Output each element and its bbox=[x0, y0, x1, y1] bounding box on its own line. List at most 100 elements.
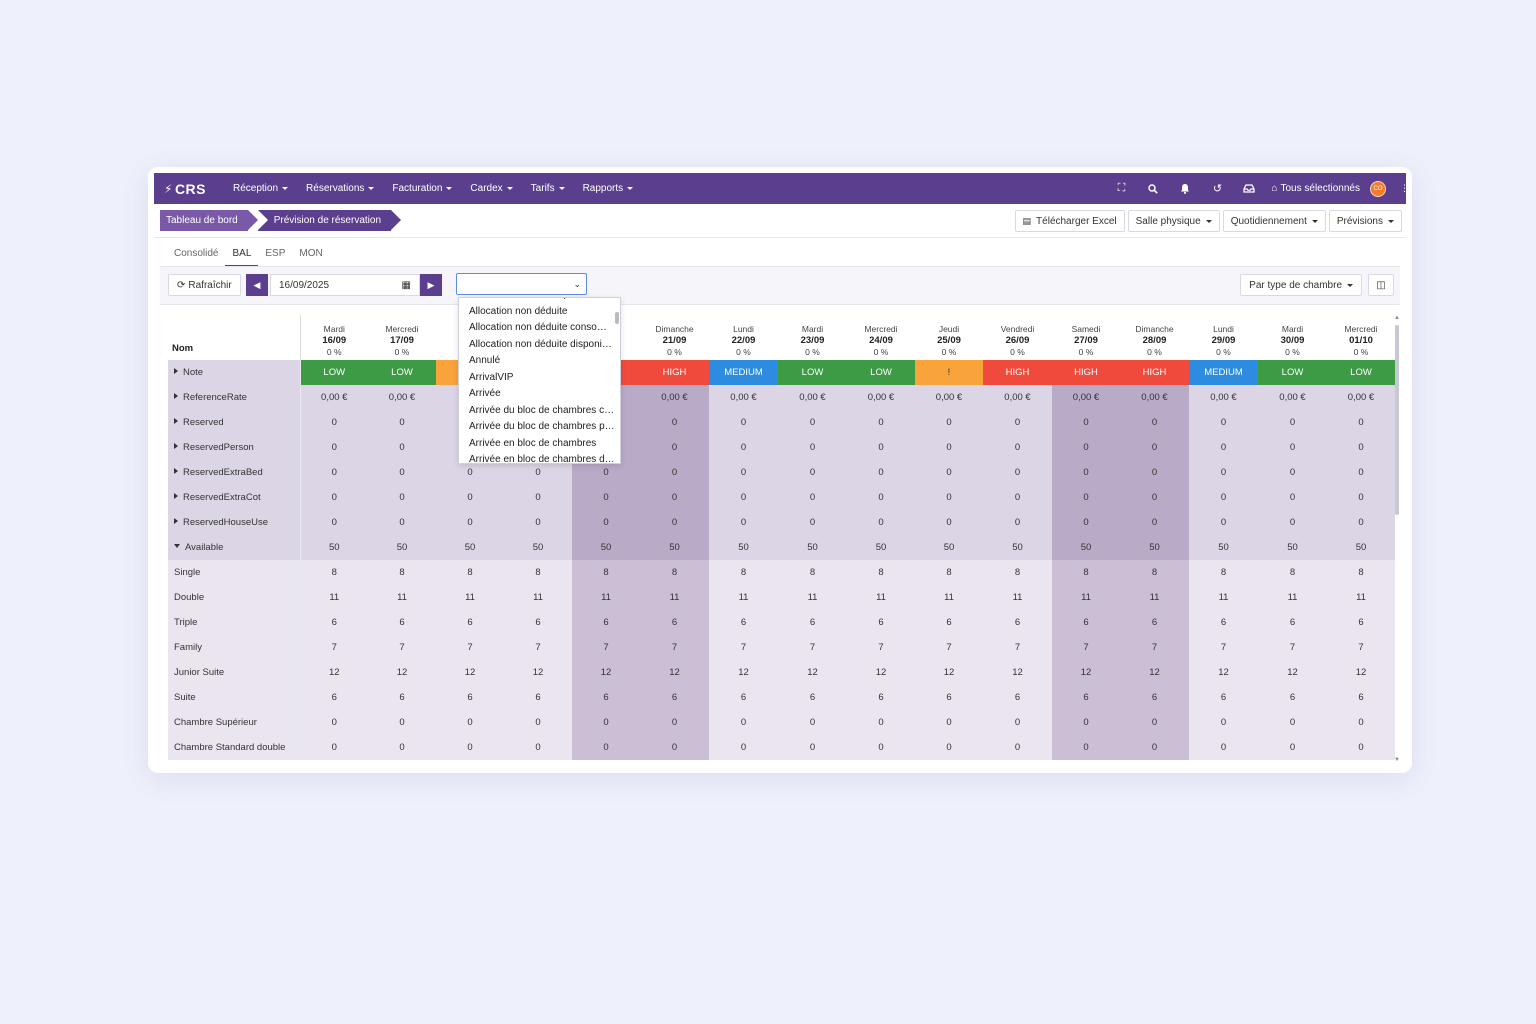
table-cell: 0 bbox=[572, 485, 640, 510]
logo[interactable]: ⚡ CRS bbox=[154, 181, 224, 197]
collapse-triangle-icon[interactable] bbox=[174, 544, 180, 549]
row-label[interactable]: Available bbox=[168, 535, 301, 560]
table-row[interactable]: ReservedHouseUse 0 0 0 0 0 0 0 0 0 0 0 0 0 0 0 0 bbox=[168, 510, 1395, 535]
download-excel-button[interactable]: ▤ Télécharger Excel bbox=[1014, 210, 1125, 232]
tab-esp[interactable]: ESP bbox=[265, 248, 286, 259]
search-icon[interactable] bbox=[1137, 173, 1169, 204]
previous-date-button[interactable]: ◀ bbox=[246, 274, 268, 296]
fullscreen-icon[interactable]: ⛶ bbox=[1117, 182, 1126, 194]
dropdown-option[interactable]: Arrivée en bloc de chambres bbox=[469, 437, 597, 449]
table-cell: 6 bbox=[915, 685, 983, 710]
table-row[interactable]: ReservedExtraCot 0 0 0 0 0 0 0 0 0 0 0 0 0 0 0 0 bbox=[168, 485, 1395, 510]
date-input[interactable]: 16/09/2025 ▦ bbox=[270, 274, 420, 296]
menu-reservations[interactable]: Réservations bbox=[297, 173, 383, 204]
dropdown-option[interactable]: Annulé bbox=[469, 355, 501, 366]
row-label[interactable]: Note bbox=[168, 360, 301, 385]
dropdown-option[interactable]: ArrivalVIP bbox=[469, 371, 514, 383]
table-cell: 0 bbox=[300, 485, 368, 510]
menu-facturation[interactable]: Facturation bbox=[383, 173, 461, 204]
table-row[interactable]: Reserved 0 0 0 0 0 0 0 0 0 0 0 0 0 bbox=[168, 410, 1395, 435]
expand-triangle-icon[interactable] bbox=[174, 443, 178, 450]
occupancy-level-badge: HIGH bbox=[640, 360, 709, 385]
columns-toggle-button[interactable]: ◫ bbox=[1368, 274, 1394, 296]
tabs-divider bbox=[160, 266, 1400, 267]
apps-grid-icon[interactable]: ⋮ bbox=[1400, 183, 1406, 193]
table-cell: 6 bbox=[1052, 685, 1120, 710]
day-name: Mercredi bbox=[385, 324, 419, 334]
dropdown-scrollbar-thumb[interactable] bbox=[615, 312, 619, 324]
table-cell: 7 bbox=[572, 635, 640, 660]
next-date-button[interactable]: ▶ bbox=[420, 274, 442, 296]
table-cell: 0 bbox=[1052, 410, 1120, 435]
expand-triangle-icon[interactable] bbox=[174, 468, 178, 475]
table-cell: 0 bbox=[300, 510, 368, 535]
scroll-down-icon[interactable]: ▼ bbox=[1394, 757, 1400, 763]
day-name: Samedi bbox=[1071, 324, 1101, 334]
table-row[interactable]: Available 50 50 50 50 50 50 50 50 50 50 50 50 50 50 50 5… bbox=[168, 535, 1395, 560]
day-date: 01/10 bbox=[1349, 335, 1373, 346]
expand-triangle-icon[interactable] bbox=[174, 368, 178, 375]
day-occupancy: 0 % bbox=[667, 347, 682, 357]
tab-consolide[interactable]: Consolidé bbox=[174, 248, 219, 259]
day-column-header: Mercredi 24/09 0 % bbox=[847, 315, 915, 360]
status-select[interactable]: ⌄ bbox=[456, 273, 587, 295]
row-label[interactable]: ReferenceRate bbox=[168, 385, 301, 410]
dropdown-option[interactable]: Arrivée bbox=[469, 388, 501, 399]
day-column-header: Mardi 16/09 0 % bbox=[300, 315, 368, 360]
row-label[interactable]: ReservedHouseUse bbox=[168, 510, 301, 535]
menu-rapports[interactable]: Rapports bbox=[574, 173, 643, 204]
table-cell: 7 bbox=[368, 635, 436, 660]
table-cell: 6 bbox=[368, 610, 436, 635]
table-cell: 7 bbox=[1189, 635, 1258, 660]
caret-down-icon bbox=[627, 187, 634, 190]
inbox-icon[interactable] bbox=[1233, 173, 1265, 204]
table-row[interactable]: ReferenceRate 0,00 €0,00 €0,00 €0,00 €0,0… bbox=[168, 385, 1395, 410]
row-label[interactable]: ReservedPerson bbox=[168, 435, 301, 460]
dropdown-option[interactable]: Allocation non déduite conso… bbox=[469, 322, 607, 333]
table-cell: 0 bbox=[436, 485, 504, 510]
calendar-icon[interactable]: ▦ bbox=[401, 279, 411, 291]
row-label[interactable]: ReservedExtraBed bbox=[168, 460, 301, 485]
row-label[interactable]: ReservedExtraCot bbox=[168, 485, 301, 510]
table-cell: 11 bbox=[983, 585, 1052, 610]
dropdown-option[interactable]: Allocation non déduite bbox=[469, 305, 568, 317]
expand-triangle-icon[interactable] bbox=[174, 518, 178, 525]
room-select-button[interactable]: Salle physique bbox=[1127, 210, 1220, 232]
refresh-button[interactable]: ⟳ Rafraîchir bbox=[168, 274, 241, 296]
table-cell: 0 bbox=[983, 735, 1052, 760]
table-row[interactable]: ReservedExtraBed 0 0 0 0 0 0 0 0 0 0 0 0 0 0 0 0 bbox=[168, 460, 1395, 485]
menu-reception[interactable]: Réception bbox=[224, 173, 297, 204]
dropdown-option[interactable]: Allocation non déduite disponi… bbox=[469, 338, 612, 350]
period-select-button[interactable]: Quotidiennement bbox=[1222, 210, 1326, 232]
table-cell: 0 bbox=[300, 735, 368, 760]
group-by-button[interactable]: Par type de chambre bbox=[1240, 274, 1362, 296]
mode-select-button[interactable]: Prévisions bbox=[1328, 210, 1402, 232]
table-scrollbar[interactable]: ▲ ▼ bbox=[1394, 315, 1400, 763]
breadcrumb-dashboard[interactable]: Tableau de bord bbox=[160, 210, 258, 231]
tab-mon[interactable]: MON bbox=[299, 248, 323, 259]
property-select[interactable]: ⌂ Tous sélectionnés bbox=[1265, 183, 1370, 194]
table-cell: 0 bbox=[300, 710, 368, 735]
menu-cardex[interactable]: Cardex bbox=[461, 173, 521, 204]
table-cell: 0 bbox=[368, 735, 436, 760]
bell-icon[interactable] bbox=[1169, 173, 1201, 204]
dropdown-option[interactable]: Arrivée du bloc de chambres c… bbox=[469, 404, 615, 416]
menu-tarifs[interactable]: Tarifs bbox=[522, 173, 574, 204]
scroll-up-icon[interactable]: ▲ bbox=[1394, 315, 1400, 321]
dropdown-option[interactable]: Allocation déduite disponible bbox=[459, 298, 615, 304]
history-icon[interactable]: ↺ bbox=[1212, 183, 1223, 195]
table-cell: 0 bbox=[1052, 510, 1120, 535]
dropdown-option[interactable]: Arrivée en bloc de chambres d… bbox=[469, 454, 615, 464]
avatar[interactable]: CO bbox=[1370, 180, 1386, 197]
tab-bal[interactable]: BAL bbox=[225, 245, 259, 267]
expand-triangle-icon[interactable] bbox=[174, 393, 178, 400]
row-label[interactable]: Reserved bbox=[168, 410, 301, 435]
scrollbar-thumb[interactable] bbox=[1395, 325, 1399, 515]
table-cell: 0 bbox=[1327, 410, 1395, 435]
expand-triangle-icon[interactable] bbox=[174, 493, 178, 500]
dropdown-scrollbar[interactable] bbox=[615, 300, 619, 461]
table-row[interactable]: ReservedPerson 0 0 0 0 0 0 0 0 0 0 0 0 0 bbox=[168, 435, 1395, 460]
dropdown-option[interactable]: Arrivée du bloc de chambres p… bbox=[469, 421, 615, 432]
expand-triangle-icon[interactable] bbox=[174, 418, 178, 425]
table-row-note[interactable]: Note LOW LOW HIGH MEDIUM LOW LOW! HIGH HIGH HIGH M… bbox=[168, 360, 1395, 385]
